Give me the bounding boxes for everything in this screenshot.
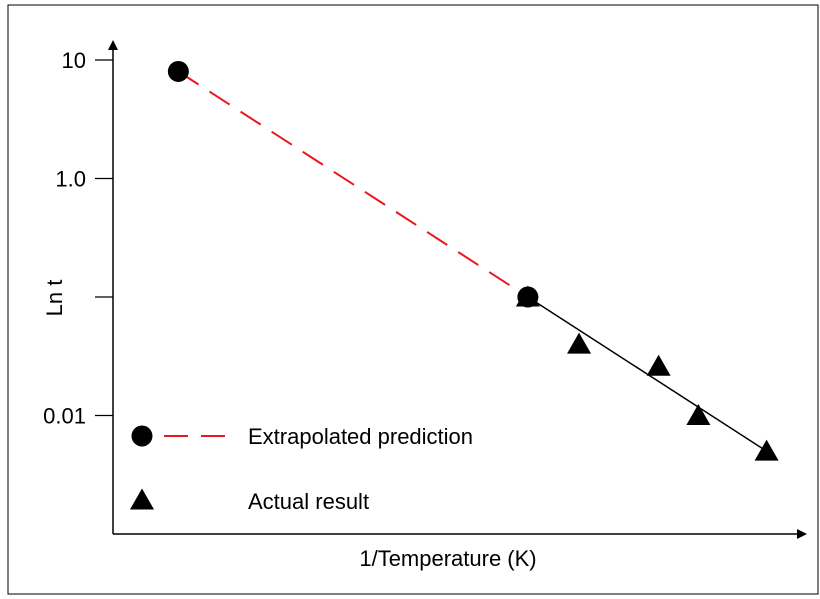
legend: Extrapolated prediction Actual result bbox=[130, 424, 473, 514]
series-line-actual bbox=[527, 296, 767, 452]
legend-marker-triangle bbox=[130, 488, 154, 510]
markers bbox=[167, 60, 779, 461]
axes: 10 1.0 0.01 bbox=[43, 40, 807, 539]
y-axis-label: Ln t bbox=[42, 280, 67, 317]
data-point-circle bbox=[167, 60, 189, 82]
x-axis-label: 1/Temperature (K) bbox=[359, 546, 536, 571]
data-point-triangle bbox=[515, 285, 540, 307]
series-lines bbox=[177, 70, 767, 452]
legend-label: Actual result bbox=[248, 489, 369, 514]
data-point-triangle bbox=[754, 439, 779, 461]
y-tick-label: 10 bbox=[62, 48, 86, 73]
legend-label: Extrapolated prediction bbox=[248, 424, 473, 449]
y-axis-arrow bbox=[108, 40, 118, 50]
series-line-extrapolated bbox=[177, 70, 529, 298]
data-point-triangle bbox=[567, 332, 592, 354]
x-axis-arrow bbox=[797, 529, 807, 539]
y-tick-label: 1.0 bbox=[55, 167, 86, 192]
data-point-triangle bbox=[646, 354, 671, 376]
y-tick-label: 0.01 bbox=[43, 404, 86, 429]
legend-marker-circle bbox=[131, 425, 153, 447]
frame-border bbox=[7, 4, 819, 595]
data-point-triangle bbox=[686, 403, 711, 425]
